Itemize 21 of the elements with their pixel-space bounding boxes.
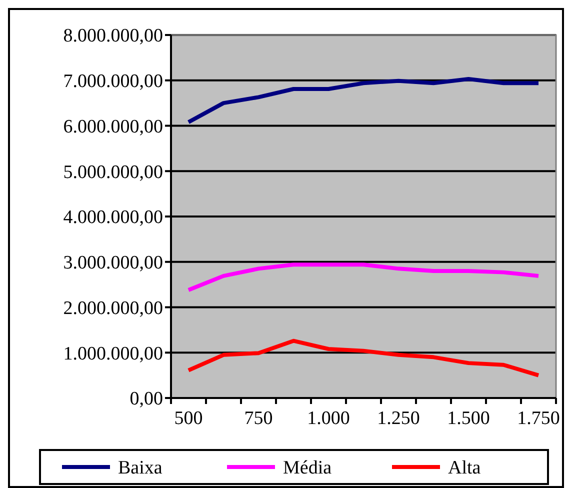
legend-label: Média [283,458,332,479]
y-tick-label: 1.000.000,00 [63,343,163,364]
x-tick-label: 1.500 [447,408,490,429]
x-tick-label: 1.250 [377,408,420,429]
line-series [186,338,540,378]
line-series [186,77,540,124]
y-tick-label: 6.000.000,00 [63,116,163,138]
legend-label: Alta [448,458,482,479]
y-tick-label: 3.000.000,00 [63,252,163,274]
line-series [186,262,540,292]
y-tick-label: 7.000.000,00 [63,71,163,92]
y-tick-label: 5.000.000,00 [63,162,163,183]
x-tick-label: 1.750 [517,408,560,429]
y-tick-label: 2.000.000,00 [63,298,163,319]
legend-label: Baixa [118,458,163,479]
x-tick-label: 500 [174,408,203,429]
y-tick-label: 8.000.000,00 [63,26,163,47]
y-tick-label: 4.000.000,00 [63,207,163,228]
y-tick-label: 0,00 [130,388,163,410]
x-tick-label: 750 [244,408,273,429]
x-tick-label: 1.000 [307,408,350,429]
